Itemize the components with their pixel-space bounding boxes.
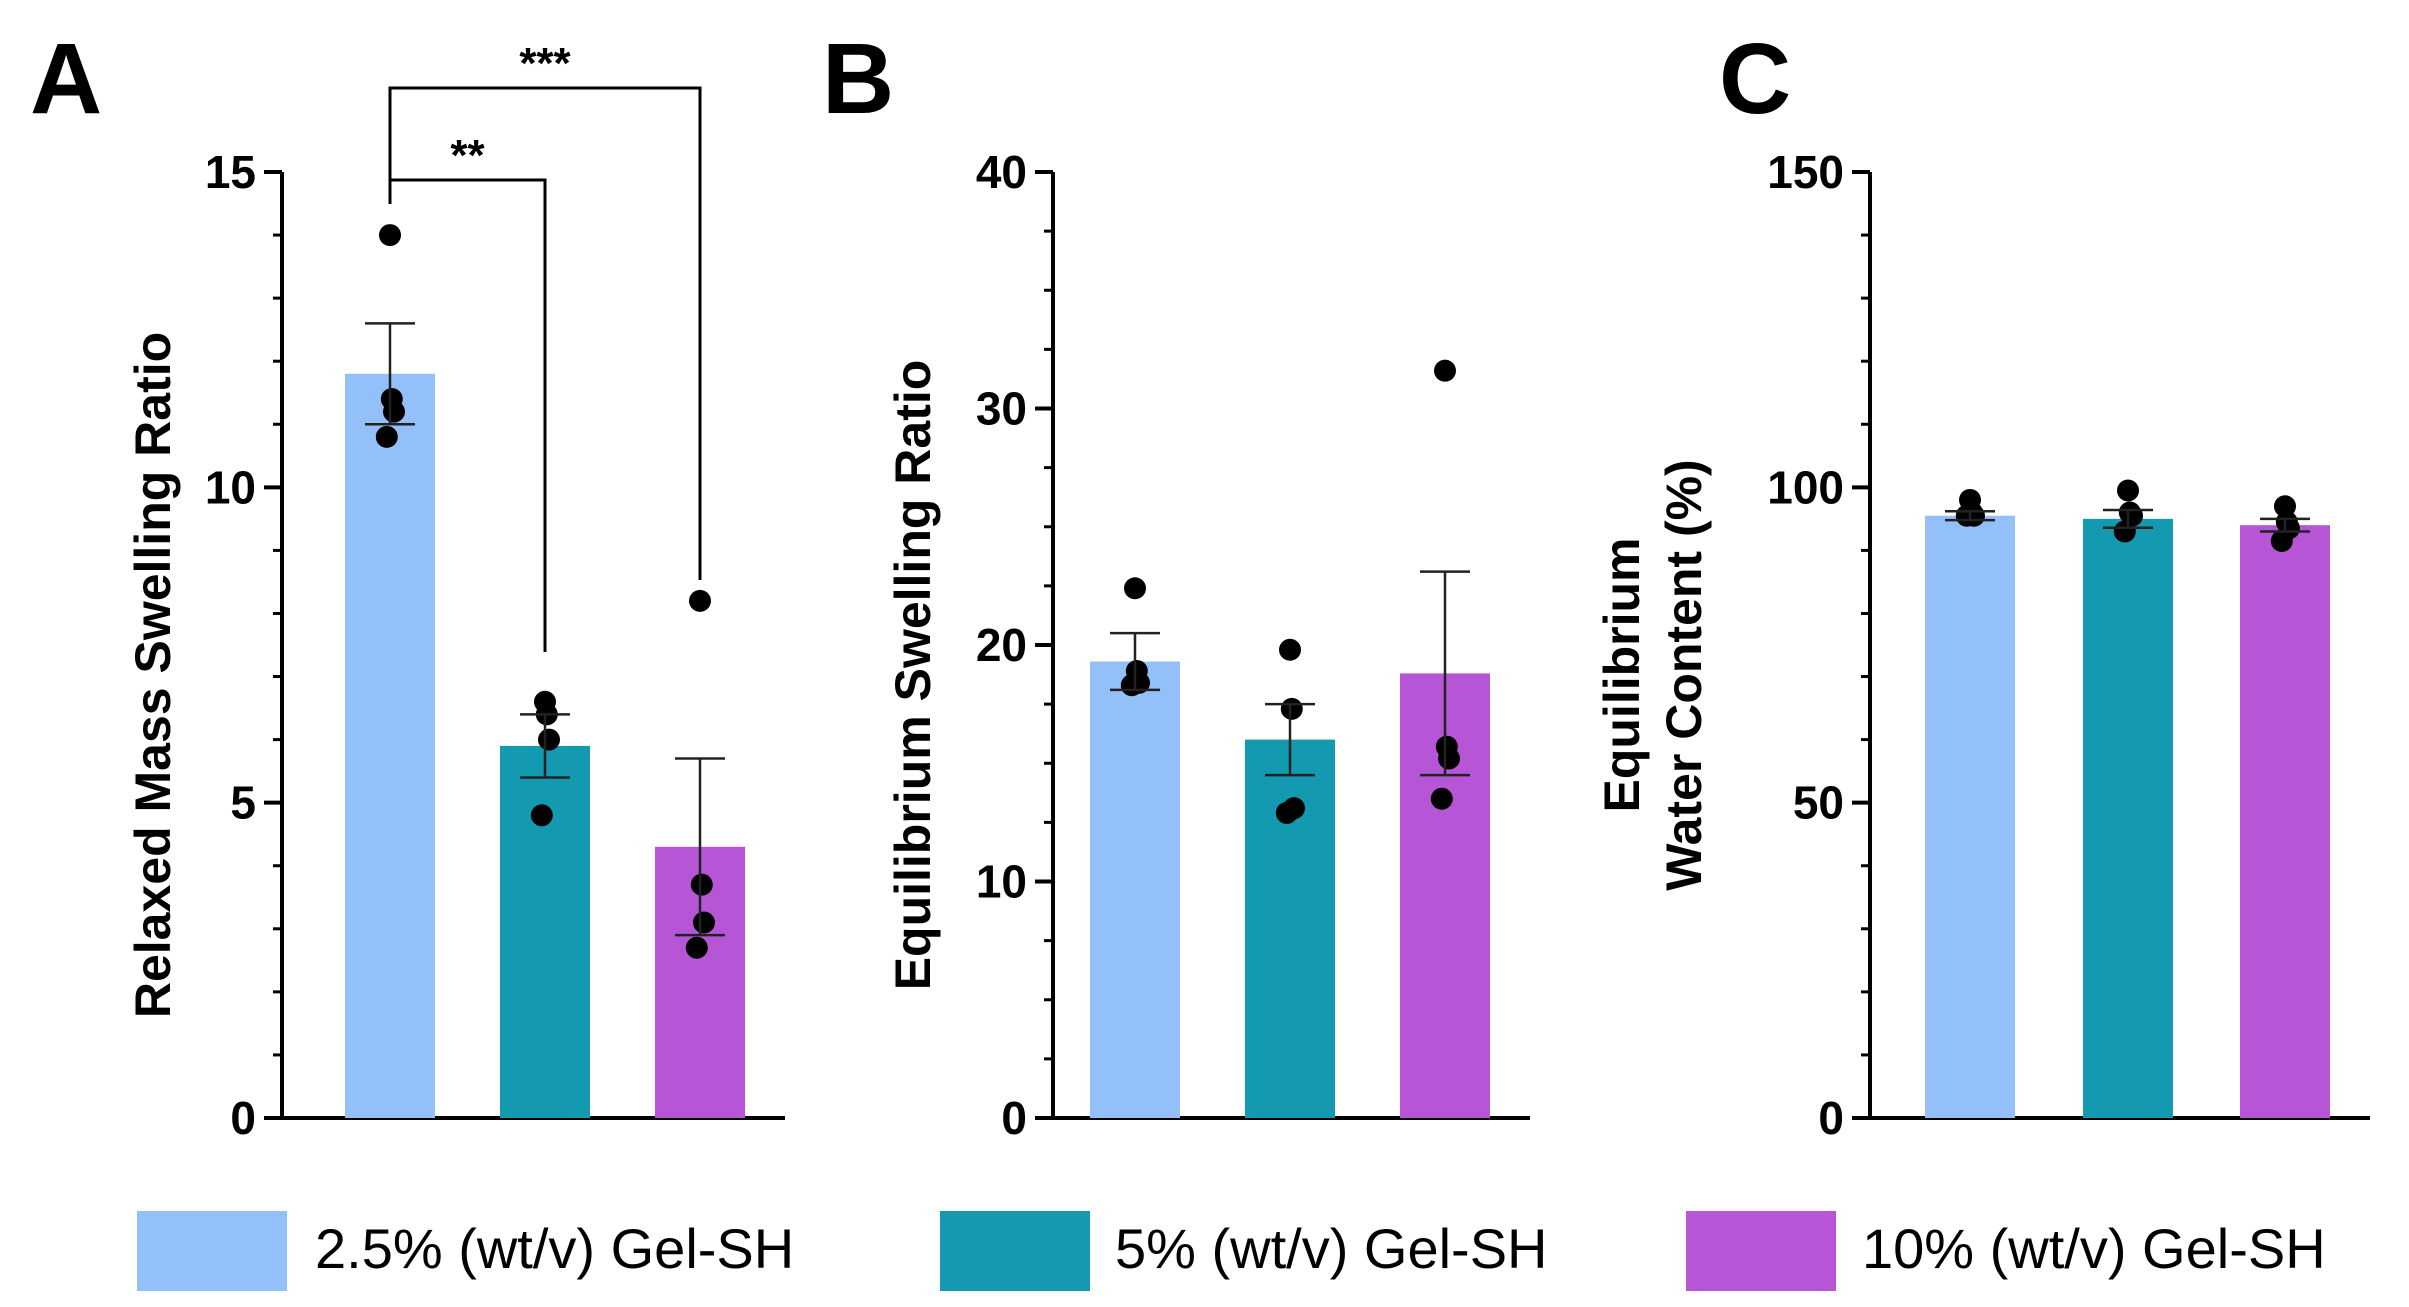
data-point-b-3 bbox=[1438, 747, 1460, 770]
panel-label-c: C bbox=[1719, 23, 1791, 135]
data-point-b-2 bbox=[1275, 801, 1298, 824]
bar-b-1 bbox=[1090, 661, 1180, 1118]
data-point-b-2 bbox=[1280, 697, 1303, 720]
y-tick-label-a: 0 bbox=[230, 1092, 256, 1144]
y-axis-label-c: Equilibrium bbox=[1594, 538, 1650, 813]
bar-c-3 bbox=[2240, 525, 2330, 1118]
legend-label-2: 5% (wt/v) Gel-SH bbox=[1115, 1217, 1548, 1280]
y-tick-label-b: 40 bbox=[976, 146, 1027, 198]
bar-a-2 bbox=[500, 745, 590, 1118]
legend-swatch-1 bbox=[137, 1211, 287, 1291]
data-point-c-3 bbox=[2270, 529, 2293, 552]
data-point-c-2 bbox=[2113, 520, 2136, 543]
bar-c-2 bbox=[2083, 518, 2173, 1118]
data-point-b-1 bbox=[1120, 674, 1143, 697]
y-tick-label-a: 15 bbox=[205, 146, 256, 198]
y-tick-label-b: 10 bbox=[976, 856, 1027, 908]
y-tick-label-b: 0 bbox=[1001, 1092, 1027, 1144]
data-point-a-3 bbox=[689, 589, 711, 612]
y-axis-label-c: Water Content (%) bbox=[1656, 459, 1712, 890]
y-tick-label-a: 10 bbox=[205, 461, 256, 513]
panel-label-a: A bbox=[30, 23, 102, 135]
y-tick-label-b: 30 bbox=[976, 383, 1027, 435]
legend-swatch-2 bbox=[940, 1211, 1090, 1291]
y-tick-label-c: 100 bbox=[1767, 461, 1844, 513]
data-point-a-3 bbox=[685, 936, 708, 959]
y-tick-label-c: 50 bbox=[1793, 777, 1844, 829]
y-tick-label-c: 150 bbox=[1767, 146, 1844, 198]
legend-label-3: 10% (wt/v) Gel-SH bbox=[1862, 1217, 2326, 1280]
data-point-b-3 bbox=[1434, 359, 1456, 382]
data-point-c-2 bbox=[2117, 479, 2139, 502]
data-point-c-1 bbox=[1955, 504, 1978, 527]
data-point-b-1 bbox=[1124, 577, 1146, 600]
data-point-a-3 bbox=[690, 873, 713, 896]
significance-label-a: ** bbox=[450, 131, 485, 180]
bar-b-2 bbox=[1245, 739, 1335, 1118]
data-point-a-3 bbox=[693, 911, 715, 934]
bar-c-1 bbox=[1925, 515, 2015, 1118]
data-point-b-3 bbox=[1430, 787, 1453, 810]
data-point-b-2 bbox=[1279, 638, 1301, 661]
panel-label-b: B bbox=[822, 23, 894, 135]
data-point-a-1 bbox=[375, 425, 398, 448]
data-point-a-2 bbox=[530, 804, 553, 827]
significance-bracket-a bbox=[388, 86, 702, 580]
data-point-a-2 bbox=[538, 728, 560, 751]
legend-label-1: 2.5% (wt/v) Gel-SH bbox=[315, 1217, 794, 1280]
data-point-a-1 bbox=[383, 400, 405, 423]
y-tick-label-c: 0 bbox=[1818, 1092, 1844, 1144]
y-axis-label-b: Equilibrium Swelling Ratio bbox=[885, 360, 941, 991]
y-tick-label-a: 5 bbox=[230, 777, 256, 829]
y-axis-label-a: Relaxed Mass Swelling Ratio bbox=[125, 332, 181, 1018]
bar-a-1 bbox=[345, 373, 435, 1118]
significance-label-a: *** bbox=[519, 39, 571, 88]
data-point-a-1 bbox=[379, 224, 401, 247]
legend-swatch-3 bbox=[1686, 1211, 1836, 1291]
y-tick-label-b: 20 bbox=[976, 619, 1027, 671]
